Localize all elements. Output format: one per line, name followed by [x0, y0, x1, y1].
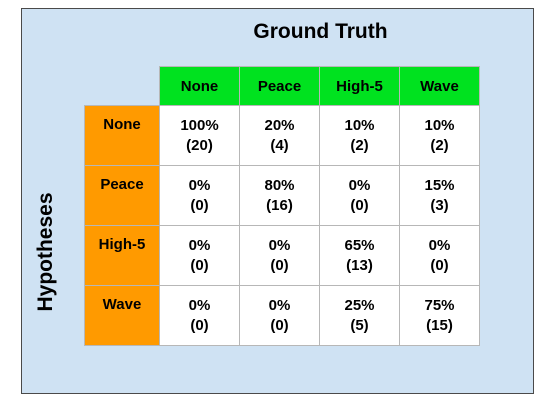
cell-count: (0)	[270, 257, 289, 274]
cell-percent: 0%	[188, 297, 211, 314]
cell-count: (5)	[350, 317, 369, 334]
matrix-cell: 10% (2)	[319, 105, 400, 166]
matrix-cell: 0% (0)	[239, 285, 320, 346]
row-header-wave: Wave	[84, 285, 160, 346]
cell-percent: 65%	[344, 237, 375, 254]
matrix-cell: 0% (0)	[319, 165, 400, 226]
row-header-high5: High-5	[84, 225, 160, 286]
cell-percent: 0%	[268, 297, 291, 314]
cell-percent: 0%	[268, 237, 291, 254]
cell-count: (0)	[270, 317, 289, 334]
matrix-cell: 0% (0)	[239, 225, 320, 286]
cell-count: (0)	[190, 197, 209, 214]
column-header-high5: High-5	[319, 66, 400, 106]
matrix-cell: 100% (20)	[159, 105, 240, 166]
matrix-row-wave: Wave 0% (0) 0% (0) 25% (5) 75% (15)	[84, 285, 480, 346]
matrix-cell: 10% (2)	[399, 105, 480, 166]
row-header-peace: Peace	[84, 165, 160, 226]
matrix-row-none: None 100% (20) 20% (4) 10% (2) 10% (2)	[84, 105, 480, 166]
matrix-cell: 0% (0)	[159, 165, 240, 226]
cell-percent: 10%	[344, 117, 375, 134]
matrix-cell: 0% (0)	[159, 225, 240, 286]
cell-percent: 80%	[264, 177, 295, 194]
cell-percent: 20%	[264, 117, 295, 134]
matrix-cell: 0% (0)	[399, 225, 480, 286]
cell-percent: 0%	[348, 177, 371, 194]
matrix-row-peace: Peace 0% (0) 80% (16) 0% (0) 15% (3)	[84, 165, 480, 226]
cell-count: (0)	[430, 257, 449, 274]
matrix-cell: 0% (0)	[159, 285, 240, 346]
cell-percent: 15%	[424, 177, 455, 194]
cell-percent: 0%	[188, 177, 211, 194]
cell-percent: 10%	[424, 117, 455, 134]
matrix-cell: 20% (4)	[239, 105, 320, 166]
confusion-matrix-table: None Peace High-5 Wave None 100% (20) 20%…	[84, 66, 480, 346]
matrix-cell: 15% (3)	[399, 165, 480, 226]
matrix-cell: 65% (13)	[319, 225, 400, 286]
cell-count: (2)	[350, 137, 369, 154]
cell-count: (13)	[346, 257, 373, 274]
cell-count: (20)	[186, 137, 213, 154]
column-header-wave: Wave	[399, 66, 480, 106]
cell-percent: 25%	[344, 297, 375, 314]
matrix-cell: 75% (15)	[399, 285, 480, 346]
cell-percent: 100%	[180, 117, 219, 134]
matrix-cell: 80% (16)	[239, 165, 320, 226]
cell-count: (3)	[430, 197, 449, 214]
cell-count: (4)	[270, 137, 289, 154]
cell-count: (15)	[426, 317, 453, 334]
column-header-peace: Peace	[239, 66, 320, 106]
cell-count: (0)	[190, 317, 209, 334]
cell-count: (0)	[350, 197, 369, 214]
row-header-none: None	[84, 105, 160, 166]
corner-cell	[85, 67, 160, 106]
cell-percent: 75%	[424, 297, 455, 314]
cell-percent: 0%	[428, 237, 451, 254]
matrix-row-high5: High-5 0% (0) 0% (0) 65% (13) 0% (0)	[84, 225, 480, 286]
column-header-none: None	[159, 66, 240, 106]
cell-count: (0)	[190, 257, 209, 274]
matrix-title: Ground Truth	[253, 20, 388, 43]
cell-percent: 0%	[188, 237, 211, 254]
cell-count: (16)	[266, 197, 293, 214]
header-row: None Peace High-5 Wave	[85, 66, 480, 106]
matrix-cell: 25% (5)	[319, 285, 400, 346]
y-axis-label: Hypotheses	[34, 192, 57, 312]
cell-count: (2)	[430, 137, 449, 154]
